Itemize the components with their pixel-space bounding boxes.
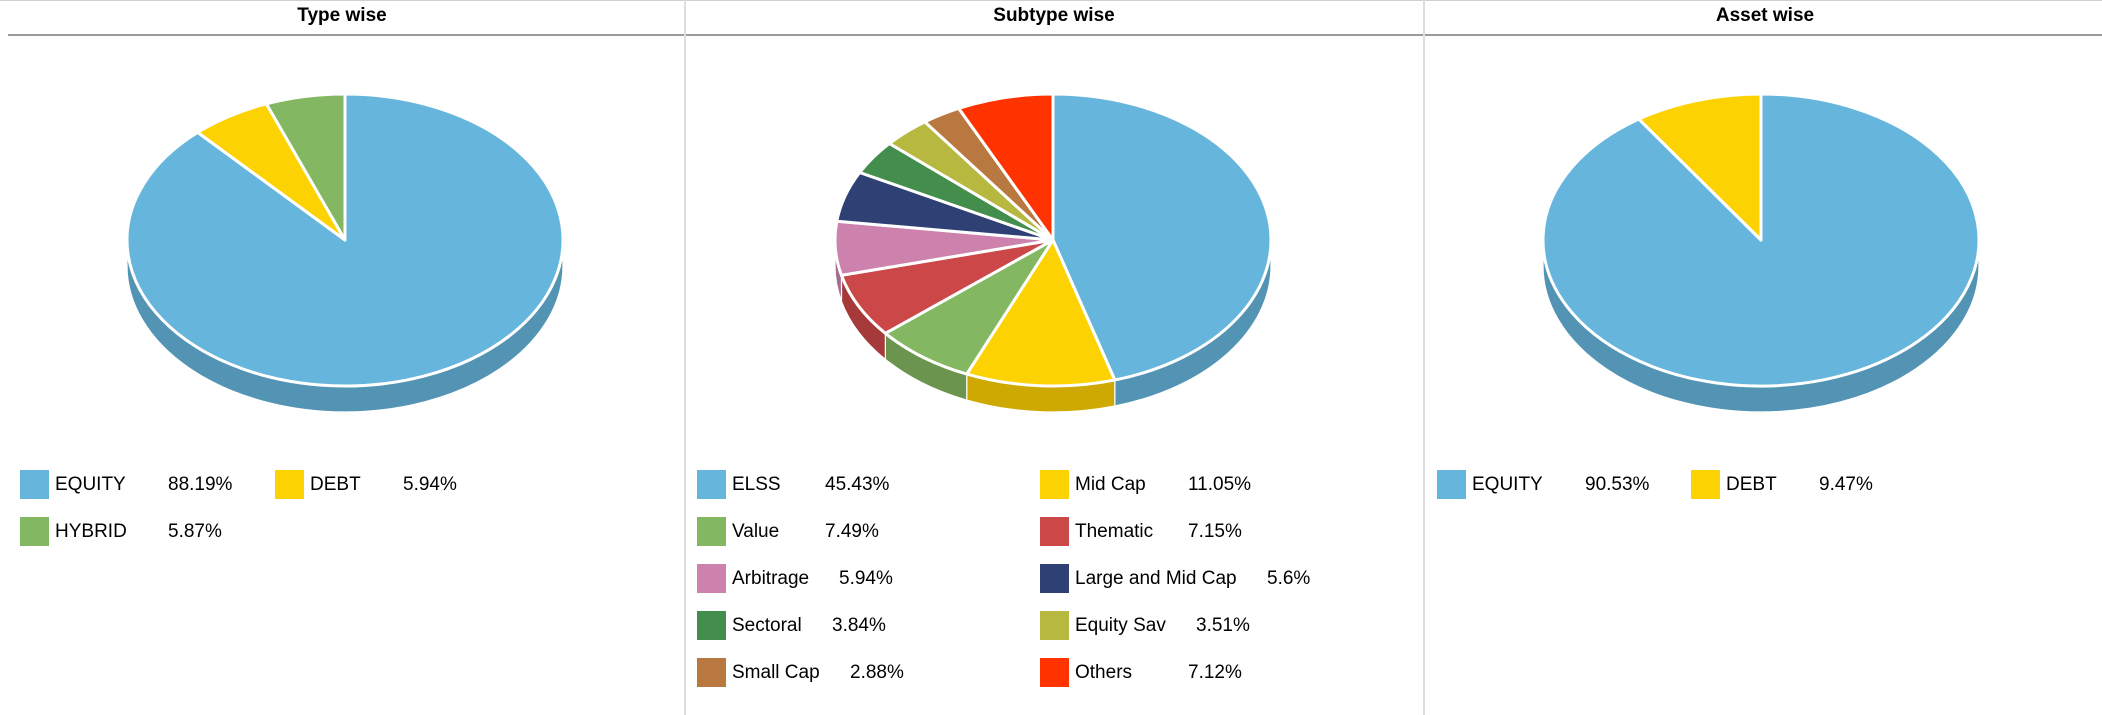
- legend-label: Mid Cap: [1075, 474, 1146, 495]
- legend-value: 3.84%: [832, 615, 886, 636]
- pie-slice-elss[interactable]: [1051, 92, 1273, 382]
- pie-top: [833, 92, 1273, 388]
- subtype-wise-pie-chart: [833, 92, 1273, 413]
- pie-slice-mid-cap[interactable]: [965, 238, 1117, 388]
- panel-title: Subtype wise: [993, 5, 1115, 26]
- panel-separator: [1423, 0, 1425, 715]
- legend-swatch: [20, 517, 49, 546]
- type-wise-pie-chart: [125, 92, 565, 413]
- legend-value: 2.88%: [850, 662, 904, 683]
- panel-title: Asset wise: [1715, 5, 1815, 26]
- legend-label: Value: [732, 521, 780, 542]
- pie-top: [1541, 92, 1981, 388]
- legend-swatch: [697, 564, 726, 593]
- legend-value: 5.94%: [403, 474, 457, 495]
- panel-top-rule: [1424, 0, 2102, 1]
- pie-top: [125, 92, 565, 388]
- legend-label: EQUITY: [1472, 474, 1543, 495]
- legend-value: 7.49%: [825, 521, 879, 542]
- legend-swatch: [1040, 658, 1069, 687]
- legend-label: Large and Mid Cap: [1075, 568, 1237, 589]
- legend-swatch: [1691, 470, 1720, 499]
- subtype-wise-panel: Subtype wise ELSS 45.43% Mid Cap 11.05% Valu…: [684, 0, 1424, 715]
- title-divider: [1424, 34, 2102, 36]
- panel-separator: [684, 0, 686, 715]
- legend-value: 5.6%: [1267, 568, 1311, 589]
- legend-value: 88.19%: [168, 474, 233, 495]
- legend-swatch: [697, 658, 726, 687]
- title-divider: [8, 34, 684, 36]
- legend-label: ELSS: [732, 474, 781, 495]
- legend-value: 7.15%: [1188, 521, 1242, 542]
- pie-slice-debt[interactable]: [1637, 92, 1763, 242]
- legend-label: Others: [1075, 662, 1133, 683]
- legend-swatch: [1040, 517, 1069, 546]
- legend-swatch: [1040, 564, 1069, 593]
- legend-value: 9.47%: [1819, 474, 1873, 495]
- legend-swatch: [1040, 470, 1069, 499]
- legend-swatch: [1040, 611, 1069, 640]
- legend-swatch: [275, 470, 304, 499]
- asset-wise-pie-chart: [1541, 92, 1981, 413]
- legend-label: Small Cap: [732, 662, 820, 683]
- legend-label: Arbitrage: [732, 568, 810, 589]
- legend-label: EQUITY: [55, 474, 126, 495]
- legend-label: DEBT: [1726, 474, 1777, 495]
- panel-title: Type wise: [297, 5, 387, 26]
- pie-slice-others[interactable]: [957, 92, 1055, 242]
- legend-swatch: [697, 517, 726, 546]
- legend-label: DEBT: [310, 474, 361, 495]
- legend-label: Sectoral: [732, 615, 802, 636]
- legend-value: 5.87%: [168, 521, 222, 542]
- asset-wise-panel: Asset wise EQUITY 90.53% DEBT 9.47%: [1424, 0, 2102, 715]
- panel-top-rule: [684, 0, 1424, 1]
- legend-label: Equity Sav: [1075, 615, 1166, 636]
- pie-slice-hybrid[interactable]: [264, 92, 347, 242]
- legend-value: 45.43%: [825, 474, 890, 495]
- legend-swatch: [1437, 470, 1466, 499]
- legend-swatch: [20, 470, 49, 499]
- panel-top-rule: [0, 0, 684, 1]
- pie-slice-value[interactable]: [883, 238, 1055, 376]
- legend-swatch: [697, 470, 726, 499]
- legend-value: 5.94%: [839, 568, 893, 589]
- legend-value: 7.12%: [1188, 662, 1242, 683]
- legend-value: 3.51%: [1196, 615, 1250, 636]
- legend-value: 90.53%: [1585, 474, 1650, 495]
- type-wise-panel: Type wise EQUITY 88.19% DEBT 5.94% HYBRID 5.8…: [0, 0, 684, 715]
- legend-label: Thematic: [1075, 521, 1154, 542]
- legend-label: HYBRID: [55, 521, 127, 542]
- title-divider: [684, 34, 1424, 36]
- legend-swatch: [697, 611, 726, 640]
- legend-value: 11.05%: [1188, 474, 1252, 495]
